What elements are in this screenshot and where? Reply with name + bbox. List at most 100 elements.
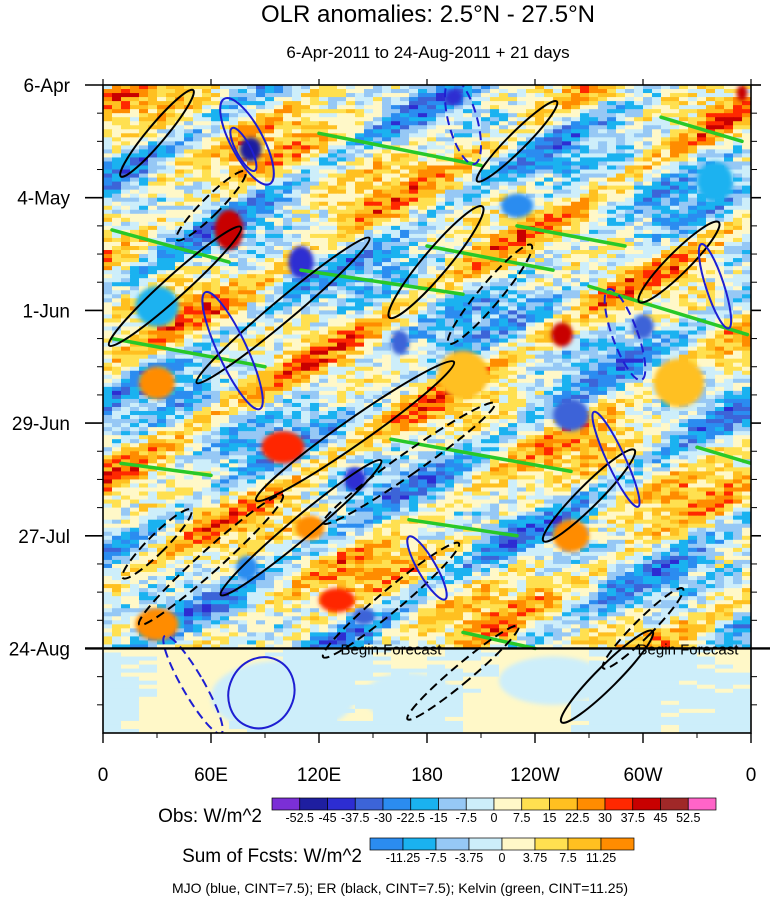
obs-cell bbox=[409, 141, 419, 146]
obs-cell bbox=[481, 133, 491, 138]
obs-cell bbox=[589, 342, 599, 348]
obs-cell bbox=[535, 217, 545, 223]
obs-cell bbox=[310, 121, 320, 126]
obs-cell bbox=[148, 197, 158, 203]
obs-cell bbox=[616, 173, 626, 179]
obs-cell bbox=[238, 201, 248, 207]
obs-cell bbox=[589, 217, 599, 223]
obs-cell bbox=[382, 137, 392, 142]
obs-cell bbox=[184, 326, 194, 332]
obs-cell bbox=[625, 217, 635, 223]
obs-cell bbox=[121, 133, 131, 138]
obs-cell bbox=[589, 169, 599, 175]
obs-cell bbox=[211, 105, 221, 110]
obs-cell bbox=[184, 225, 194, 231]
obs-cell bbox=[247, 113, 257, 118]
obs-cell bbox=[220, 153, 230, 159]
obs-cell bbox=[517, 125, 527, 130]
obs-cell bbox=[328, 209, 338, 215]
obs-cell bbox=[103, 117, 113, 122]
obs-cell bbox=[742, 350, 751, 356]
obs-cell bbox=[598, 302, 608, 307]
obs-cell bbox=[193, 141, 203, 146]
obs-cell bbox=[400, 254, 410, 259]
obs-cell bbox=[256, 201, 266, 207]
obs-cell bbox=[175, 282, 185, 287]
obs-cell bbox=[625, 157, 635, 163]
obs-cell bbox=[328, 197, 338, 203]
obs-cell bbox=[166, 109, 176, 114]
obs-cell bbox=[580, 157, 590, 163]
obs-cell bbox=[544, 350, 554, 356]
obs-cell bbox=[130, 221, 140, 227]
obs-cell bbox=[679, 258, 689, 263]
obs-cell bbox=[706, 241, 716, 247]
obs-cell bbox=[499, 322, 509, 328]
obs-cell bbox=[508, 169, 518, 175]
obs-cell bbox=[616, 330, 626, 336]
obs-cell bbox=[157, 89, 167, 94]
obs-cell bbox=[391, 189, 401, 195]
obs-cell bbox=[166, 262, 176, 267]
obs-cell bbox=[661, 193, 671, 199]
obs-cell bbox=[157, 197, 167, 203]
obs-cell bbox=[148, 165, 158, 171]
obs-cell bbox=[265, 245, 275, 251]
obs-cell bbox=[625, 149, 635, 155]
obs-cell bbox=[166, 153, 176, 159]
obs-cell bbox=[283, 298, 293, 303]
obs-cell bbox=[571, 209, 581, 215]
obs-cell bbox=[166, 89, 176, 94]
obs-cell bbox=[481, 109, 491, 114]
obs-cell bbox=[157, 173, 167, 179]
obs-cell bbox=[310, 306, 320, 311]
obs-cell bbox=[526, 85, 536, 90]
obs-cell bbox=[634, 181, 644, 187]
obs-cell bbox=[247, 129, 257, 134]
obs-cell bbox=[472, 145, 482, 150]
obs-cell bbox=[571, 213, 581, 219]
obs-cell bbox=[319, 338, 329, 344]
obs-cell bbox=[508, 137, 518, 142]
obs-cell bbox=[733, 278, 743, 283]
obs-cell bbox=[715, 117, 725, 122]
obs-cell bbox=[589, 346, 599, 352]
obs-cell bbox=[715, 85, 725, 90]
obs-cell bbox=[337, 133, 347, 138]
obs-cell bbox=[202, 245, 212, 251]
obs-cell bbox=[391, 121, 401, 126]
obs-cell bbox=[679, 205, 689, 211]
obs-cell bbox=[103, 282, 113, 287]
obs-cell bbox=[337, 254, 347, 259]
obs-cell bbox=[598, 93, 608, 98]
obs-cell bbox=[220, 350, 230, 356]
obs-cell bbox=[634, 358, 644, 364]
obs-cell bbox=[733, 350, 743, 356]
obs-cell bbox=[463, 165, 473, 171]
obs-cell bbox=[625, 89, 635, 94]
obs-cell bbox=[193, 330, 203, 336]
obs-cell bbox=[652, 133, 662, 138]
obs-cell bbox=[391, 125, 401, 130]
obs-cell bbox=[508, 93, 518, 98]
obs-cell bbox=[130, 290, 140, 295]
obs-cell bbox=[373, 338, 383, 344]
obs-cell bbox=[553, 93, 563, 98]
obs-cell bbox=[391, 302, 401, 307]
obs-cell bbox=[625, 205, 635, 211]
obs-cell bbox=[373, 294, 383, 299]
obs-cell bbox=[274, 290, 284, 295]
obs-cell bbox=[337, 97, 347, 102]
obs-cell bbox=[571, 306, 581, 311]
obs-cell bbox=[715, 314, 725, 320]
obs-cell bbox=[418, 282, 428, 287]
obs-cell bbox=[400, 350, 410, 356]
obs-cell bbox=[400, 193, 410, 199]
obs-cell bbox=[643, 173, 653, 179]
obs-cell bbox=[679, 101, 689, 106]
obs-cell bbox=[130, 193, 140, 199]
obs-cell bbox=[211, 161, 221, 167]
obs-cell bbox=[103, 229, 113, 235]
obs-cell bbox=[130, 209, 140, 215]
obs-cell bbox=[508, 225, 518, 231]
